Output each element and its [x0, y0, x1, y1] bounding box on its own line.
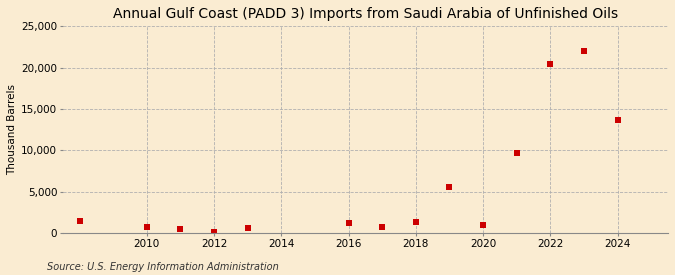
- Y-axis label: Thousand Barrels: Thousand Barrels: [7, 84, 17, 175]
- Title: Annual Gulf Coast (PADD 3) Imports from Saudi Arabia of Unfinished Oils: Annual Gulf Coast (PADD 3) Imports from …: [113, 7, 618, 21]
- Text: Source: U.S. Energy Information Administration: Source: U.S. Energy Information Administ…: [47, 262, 279, 272]
